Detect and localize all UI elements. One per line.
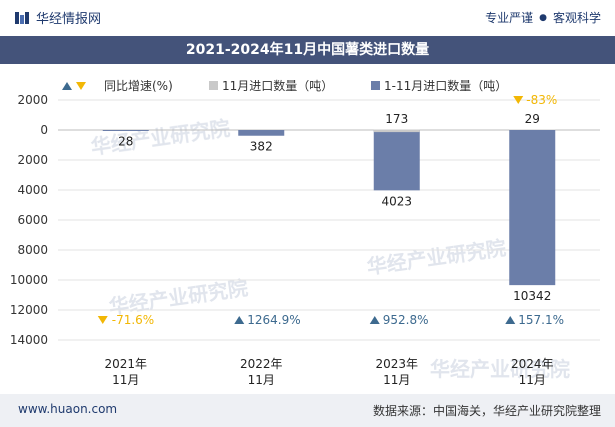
footer-url: www.huaon.com [18, 402, 118, 416]
bar-cumulative [373, 130, 420, 191]
brand-name: 华经情报网 [36, 12, 102, 27]
legend-label: 11月进口数量（吨） [222, 78, 333, 93]
watermark-text: 华经产业研究院 [89, 116, 231, 159]
bars [102, 129, 556, 286]
chart-title: 2021-2024年11月中国薯类进口数量 [0, 36, 615, 64]
bar-cumulative [102, 130, 149, 131]
bar-monthly [373, 129, 420, 133]
monthly-growth-label: -83% [526, 93, 557, 107]
legend-swatch [371, 81, 380, 90]
watermark-text: 华经产业研究院 [365, 236, 507, 279]
x-axis: 2021年 11月 2022年 11月 2023年 11月 2024年 11月 [104, 357, 553, 387]
tagline-item: 客观科学 [552, 11, 601, 25]
growth-labels: -71.6% 1264.9% 952.8% 157.1% -83% [97, 93, 564, 327]
up-triangle-icon [505, 316, 516, 324]
legend-label: 同比增速(%) [104, 79, 173, 93]
legend-swatch [209, 81, 218, 90]
monthly-value-label: 29 [525, 112, 540, 126]
x-tick-label: 11月 [383, 373, 410, 387]
watermark-text: 华经产业研究院 [430, 357, 570, 381]
y-tick-label: 12000 [10, 303, 48, 317]
brand-logo-icon [15, 11, 29, 24]
y-tick-label: 6000 [17, 213, 48, 227]
y-tick-label: 10000 [10, 273, 48, 287]
tagline: 专业严谨 ● 客观科学 [485, 9, 601, 26]
legend-label: 1-11月进口数量（吨） [384, 78, 507, 93]
x-tick-label: 2024年 [511, 357, 554, 371]
y-tick-label: 8000 [17, 243, 48, 257]
legend-item-cumulative: 1-11月进口数量（吨） [371, 78, 507, 93]
footer-source: 数据来源：中国海关，华经产业研究院整理 [372, 404, 601, 418]
bar-value-label: 10342 [513, 289, 551, 303]
down-triangle-icon [97, 316, 108, 324]
monthly-value-label: 173 [385, 112, 408, 126]
top-bar: 华经情报网 专业严谨 ● 客观科学 [0, 0, 615, 37]
up-triangle-icon [369, 316, 380, 324]
growth-label: 157.1% [518, 313, 564, 327]
bar-value-label: 382 [250, 140, 273, 154]
x-tick-label: 2021年 [104, 357, 147, 371]
bullet-icon: ● [539, 12, 547, 23]
y-tick-label: 0 [40, 123, 48, 137]
growth-label: -71.6% [112, 313, 154, 327]
bar-monthly [509, 129, 556, 130]
y-tick-label: 14000 [10, 333, 48, 347]
down-triangle-icon [513, 96, 524, 104]
x-tick-label: 11月 [112, 373, 139, 387]
x-tick-label: 2022年 [240, 357, 283, 371]
y-tick-label: 2000 [17, 153, 48, 167]
down-triangle-icon [76, 82, 86, 90]
data-labels: 28 382 4023 173 10342 29 [118, 112, 551, 303]
x-tick-label: 11月 [248, 373, 275, 387]
up-triangle-icon [62, 82, 72, 90]
legend: 同比增速(%) 11月进口数量（吨） 1-11月进口数量（吨） [62, 78, 507, 93]
bar-value-label: 28 [118, 134, 133, 148]
bar-cumulative [238, 130, 285, 136]
y-axis: 2000 0 2000 4000 6000 8000 10000 12000 14000 [10, 93, 48, 347]
y-tick-label: 2000 [17, 93, 48, 107]
legend-item-monthly: 11月进口数量（吨） [209, 78, 333, 93]
watermark: 华经产业研究院 华经产业研究院 华经产业研究院 华经产业研究院 [89, 116, 570, 381]
x-tick-label: 11月 [519, 373, 546, 387]
y-tick-label: 4000 [17, 183, 48, 197]
tagline-item: 专业严谨 [485, 11, 534, 25]
brand: 华经情报网 [14, 8, 101, 27]
bar-cumulative [509, 130, 556, 286]
growth-label: 952.8% [383, 313, 429, 327]
footer: www.huaon.com 数据来源：中国海关，华经产业研究院整理 [0, 394, 615, 427]
legend-item-growth: 同比增速(%) [62, 79, 173, 93]
bar-value-label: 4023 [381, 194, 412, 208]
up-triangle-icon [234, 316, 245, 324]
growth-label: 1264.9% [247, 313, 300, 327]
chart: 华经产业研究院 华经产业研究院 华经产业研究院 华经产业研究院 同比增速(%) … [10, 78, 600, 387]
x-tick-label: 2023年 [375, 357, 418, 371]
